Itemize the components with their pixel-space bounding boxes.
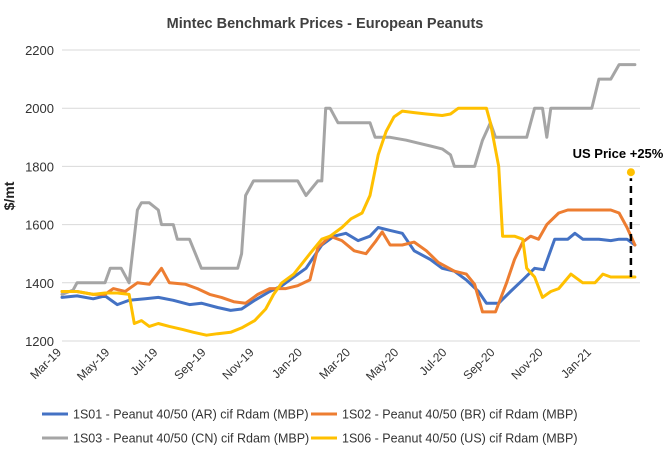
legend-label: 1S02 - Peanut 40/50 (BR) cif Rdam (MBP) [342, 408, 578, 422]
chart-title: Mintec Benchmark Prices - European Peanu… [167, 16, 484, 32]
series-line [60, 226, 637, 312]
x-tick-label: Jan-20 [269, 345, 305, 381]
y-tick-label: 1800 [25, 159, 54, 174]
series-line [60, 208, 637, 314]
y-tick-label: 1200 [25, 334, 54, 349]
x-tick-label: May-19 [74, 345, 112, 383]
x-tick-label: Sep-19 [171, 345, 208, 382]
y-axis-label: $/mt [1, 181, 17, 210]
annotation-marker [626, 168, 635, 177]
legend-label: 1S01 - Peanut 40/50 (AR) cif Rdam (MBP) [73, 408, 309, 422]
legend: 1S01 - Peanut 40/50 (AR) cif Rdam (MBP) 1… [42, 408, 578, 446]
x-axis-ticks: Mar-19 May-19 Jul-19 Sep-19 Nov-19 Jan-20 Mar-… [27, 345, 594, 383]
legend-label: 1S03 - Peanut 40/50 (CN) cif Rdam (MBP) [73, 432, 309, 446]
x-tick-label: Jul-19 [127, 345, 160, 378]
y-tick-label: 1400 [25, 276, 54, 291]
gridlines [62, 49, 640, 342]
x-tick-label: May-20 [363, 345, 401, 383]
x-tick-label: Nov-19 [220, 345, 257, 382]
x-tick-label: Sep-20 [460, 345, 497, 382]
y-axis-ticks: 1200 1400 1600 1800 2000 2200 [25, 43, 54, 349]
x-tick-label: Jul-20 [416, 345, 449, 378]
annotation-label: US Price +25% [573, 146, 664, 161]
x-tick-label: Jan-21 [558, 345, 594, 381]
y-tick-label: 1600 [25, 218, 54, 233]
annotation: US Price +25% [573, 146, 664, 277]
series-lines [60, 63, 637, 337]
series-line [60, 106, 637, 337]
x-tick-label: Mar-19 [27, 345, 64, 382]
series-line [60, 63, 637, 296]
y-tick-label: 2000 [25, 101, 54, 116]
y-tick-label: 2200 [25, 43, 54, 58]
legend-label: 1S06 - Peanut 40/50 (US) cif Rdam (MBP) [342, 432, 578, 446]
x-tick-label: Mar-20 [316, 345, 353, 382]
x-tick-label: Nov-20 [509, 345, 546, 382]
